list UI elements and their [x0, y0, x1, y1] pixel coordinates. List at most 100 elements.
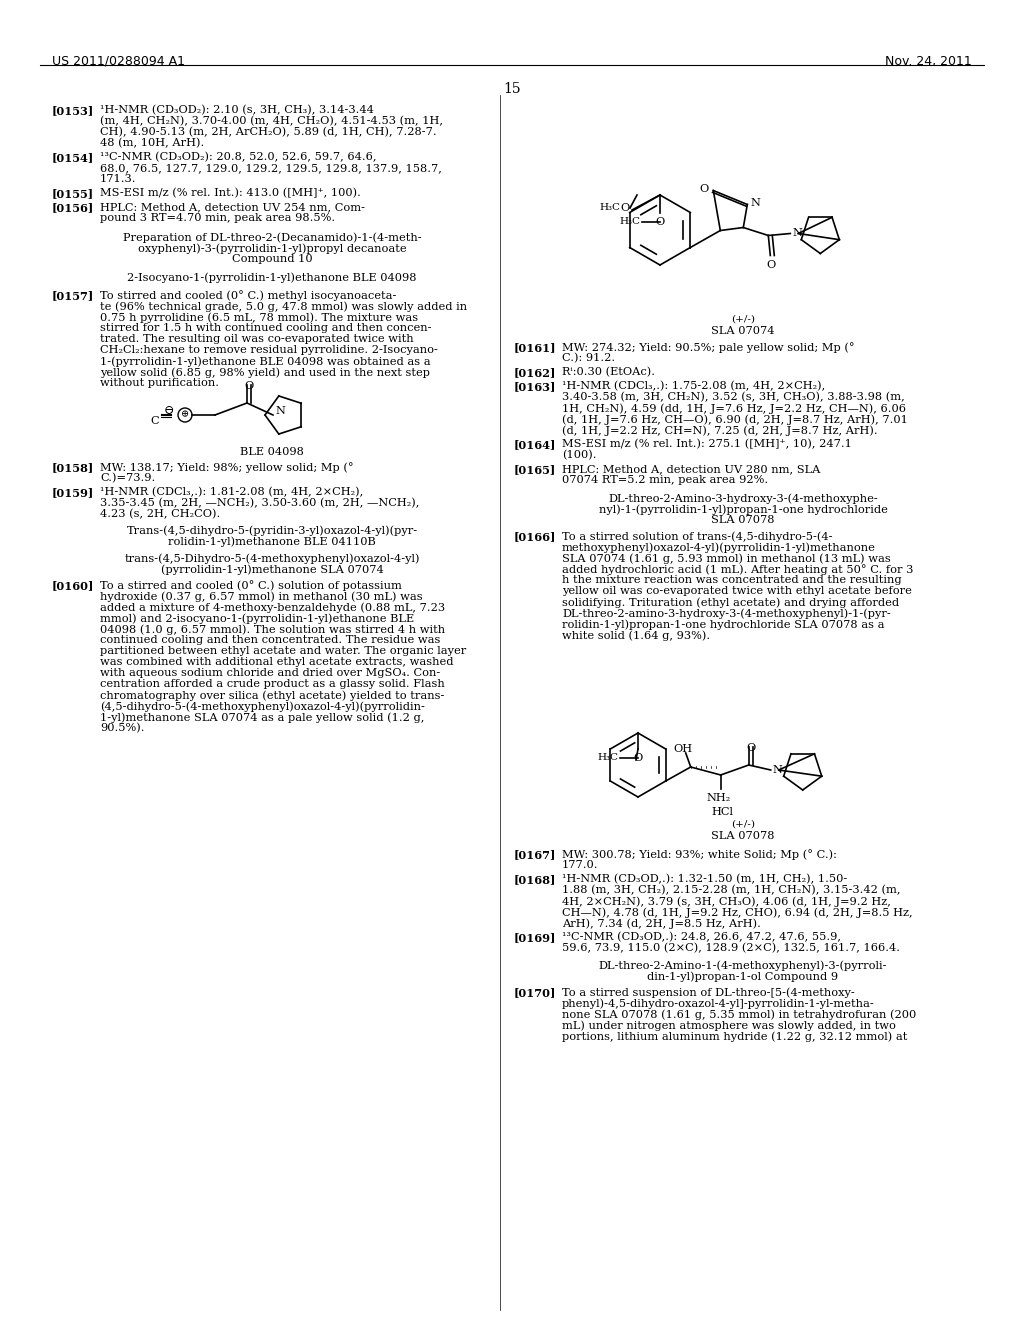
Text: trans-(4,5-Dihydro-5-(4-methoxyphenyl)oxazol-4-yl): trans-(4,5-Dihydro-5-(4-methoxyphenyl)ox… — [124, 553, 420, 564]
Text: 15: 15 — [503, 82, 521, 96]
Text: CH₂Cl₂:hexane to remove residual pyrrolidine. 2-Isocyano-: CH₂Cl₂:hexane to remove residual pyrroli… — [100, 345, 438, 355]
Text: DL-threo-2-Amino-1-(4-methoxyphenyl)-3-(pyrroli-: DL-threo-2-Amino-1-(4-methoxyphenyl)-3-(… — [599, 960, 887, 970]
Text: DL-threo-2-amino-3-hydroxy-3-(4-methoxyphenyl)-1-(pyr-: DL-threo-2-amino-3-hydroxy-3-(4-methoxyp… — [562, 609, 891, 619]
Text: rolidin-1-yl)propan-1-one hydrochloride SLA 07078 as a: rolidin-1-yl)propan-1-one hydrochloride … — [562, 619, 885, 630]
Text: O: O — [699, 185, 709, 194]
Text: [0163]: [0163] — [514, 381, 556, 392]
Text: Rⁱ:0.30 (EtOAc).: Rⁱ:0.30 (EtOAc). — [562, 367, 655, 378]
Text: (100).: (100). — [562, 450, 597, 461]
Text: H₃C: H₃C — [618, 216, 640, 226]
Text: none SLA 07078 (1.61 g, 5.35 mmol) in tetrahydrofuran (200: none SLA 07078 (1.61 g, 5.35 mmol) in te… — [562, 1008, 916, 1019]
Text: [0164]: [0164] — [514, 440, 556, 450]
Text: 171.3.: 171.3. — [100, 174, 136, 183]
Text: ¹H-NMR (CDCl₃,.): 1.75-2.08 (m, 4H, 2×CH₂),: ¹H-NMR (CDCl₃,.): 1.75-2.08 (m, 4H, 2×CH… — [562, 381, 825, 391]
Text: 68.0, 76.5, 127.7, 129.0, 129.2, 129.5, 129.8, 137.9, 158.7,: 68.0, 76.5, 127.7, 129.0, 129.2, 129.5, … — [100, 162, 442, 173]
Text: 1-yl)methanone SLA 07074 as a pale yellow solid (1.2 g,: 1-yl)methanone SLA 07074 as a pale yello… — [100, 711, 424, 722]
Text: ⊖: ⊖ — [164, 404, 174, 417]
Text: US 2011/0288094 A1: US 2011/0288094 A1 — [52, 55, 185, 69]
Text: 07074 RT=5.2 min, peak area 92%.: 07074 RT=5.2 min, peak area 92%. — [562, 475, 768, 484]
Text: continued cooling and then concentrated. The residue was: continued cooling and then concentrated.… — [100, 635, 440, 645]
Text: To stirred and cooled (0° C.) methyl isocyanoaceta-: To stirred and cooled (0° C.) methyl iso… — [100, 290, 396, 301]
Text: To a stirred solution of trans-(4,5-dihydro-5-(4-: To a stirred solution of trans-(4,5-dihy… — [562, 531, 833, 541]
Text: 48 (m, 10H, ArH).: 48 (m, 10H, ArH). — [100, 139, 204, 148]
Text: 04098 (1.0 g, 6.57 mmol). The solution was stirred 4 h with: 04098 (1.0 g, 6.57 mmol). The solution w… — [100, 624, 445, 635]
Text: yellow oil was co-evaporated twice with ethyl acetate before: yellow oil was co-evaporated twice with … — [562, 586, 912, 597]
Text: ArH), 7.34 (d, 2H, J=8.5 Hz, ArH).: ArH), 7.34 (d, 2H, J=8.5 Hz, ArH). — [562, 917, 761, 928]
Text: C.)=73.9.: C.)=73.9. — [100, 473, 156, 483]
Text: (d, 1H, J=2.2 Hz, CH=N), 7.25 (d, 2H, J=8.7 Hz, ArH).: (d, 1H, J=2.2 Hz, CH=N), 7.25 (d, 2H, J=… — [562, 425, 878, 436]
Text: [0157]: [0157] — [52, 290, 94, 301]
Text: rolidin-1-yl)methanone BLE 04110B: rolidin-1-yl)methanone BLE 04110B — [168, 536, 376, 546]
Text: OH: OH — [673, 744, 692, 754]
Text: [0170]: [0170] — [514, 987, 556, 998]
Text: To a stirred suspension of DL-threo-[5-(4-methoxy-: To a stirred suspension of DL-threo-[5-(… — [562, 987, 855, 998]
Text: O: O — [655, 216, 665, 227]
Text: stirred for 1.5 h with continued cooling and then concen-: stirred for 1.5 h with continued cooling… — [100, 323, 431, 333]
Text: [0158]: [0158] — [52, 462, 94, 473]
Text: methoxyphenyl)oxazol-4-yl)(pyrrolidin-1-yl)methanone: methoxyphenyl)oxazol-4-yl)(pyrrolidin-1-… — [562, 543, 876, 553]
Text: without purification.: without purification. — [100, 378, 219, 388]
Text: O: O — [245, 381, 254, 391]
Text: solidifying. Trituration (ethyl acetate) and drying afforded: solidifying. Trituration (ethyl acetate)… — [562, 597, 899, 607]
Text: din-1-yl)propan-1-ol Compound 9: din-1-yl)propan-1-ol Compound 9 — [647, 972, 839, 982]
Text: pound 3 RT=4.70 min, peak area 98.5%.: pound 3 RT=4.70 min, peak area 98.5%. — [100, 213, 335, 223]
Text: Trans-(4,5-dihydro-5-(pyridin-3-yl)oxazol-4-yl)(pyr-: Trans-(4,5-dihydro-5-(pyridin-3-yl)oxazo… — [126, 525, 418, 536]
Text: 3.35-3.45 (m, 2H, —NCH₂), 3.50-3.60 (m, 2H, —NCH₂),: 3.35-3.45 (m, 2H, —NCH₂), 3.50-3.60 (m, … — [100, 498, 420, 508]
Text: O: O — [634, 752, 643, 763]
Text: C: C — [151, 416, 160, 426]
Text: [0154]: [0154] — [52, 152, 94, 162]
Text: 90.5%).: 90.5%). — [100, 723, 144, 734]
Text: C.): 91.2.: C.): 91.2. — [562, 352, 615, 363]
Text: (d, 1H, J=7.6 Hz, CH—O), 6.90 (d, 2H, J=8.7 Hz, ArH), 7.01: (d, 1H, J=7.6 Hz, CH—O), 6.90 (d, 2H, J=… — [562, 414, 908, 425]
Text: O: O — [767, 260, 776, 269]
Text: te (96% technical grade, 5.0 g, 47.8 mmol) was slowly added in: te (96% technical grade, 5.0 g, 47.8 mmo… — [100, 301, 467, 312]
Text: ¹H-NMR (CD₃OD,.): 1.32-1.50 (m, 1H, CH₂), 1.50-: ¹H-NMR (CD₃OD,.): 1.32-1.50 (m, 1H, CH₂)… — [562, 874, 847, 884]
Text: HPLC: Method A, detection UV 280 nm, SLA: HPLC: Method A, detection UV 280 nm, SLA — [562, 465, 820, 474]
Text: ¹H-NMR (CD₃OD₂): 2.10 (s, 3H, CH₃), 3.14-3.44: ¹H-NMR (CD₃OD₂): 2.10 (s, 3H, CH₃), 3.14… — [100, 106, 374, 115]
Text: nyl)-1-(pyrrolidin-1-yl)propan-1-one hydrochloride: nyl)-1-(pyrrolidin-1-yl)propan-1-one hyd… — [599, 504, 888, 515]
Text: was combined with additional ethyl acetate extracts, washed: was combined with additional ethyl aceta… — [100, 657, 454, 667]
Text: O: O — [621, 203, 630, 213]
Text: HCl: HCl — [712, 807, 734, 817]
Text: [0153]: [0153] — [52, 106, 94, 116]
Text: trated. The resulting oil was co-evaporated twice with: trated. The resulting oil was co-evapora… — [100, 334, 414, 345]
Text: (m, 4H, CH₂N), 3.70-4.00 (m, 4H, CH₂O), 4.51-4.53 (m, 1H,: (m, 4H, CH₂N), 3.70-4.00 (m, 4H, CH₂O), … — [100, 116, 443, 127]
Text: 1H, CH₂N), 4.59 (dd, 1H, J=7.6 Hz, J=2.2 Hz, CH—N), 6.06: 1H, CH₂N), 4.59 (dd, 1H, J=7.6 Hz, J=2.2… — [562, 403, 906, 413]
Text: hydroxide (0.37 g, 6.57 mmol) in methanol (30 mL) was: hydroxide (0.37 g, 6.57 mmol) in methano… — [100, 591, 423, 602]
Text: phenyl)-4,5-dihydro-oxazol-4-yl]-pyrrolidin-1-yl-metha-: phenyl)-4,5-dihydro-oxazol-4-yl]-pyrroli… — [562, 998, 874, 1008]
Text: added hydrochloric acid (1 mL). After heating at 50° C. for 3: added hydrochloric acid (1 mL). After he… — [562, 564, 913, 576]
Text: [0167]: [0167] — [514, 849, 556, 861]
Text: (4,5-dihydro-5-(4-methoxyphenyl)oxazol-4-yl)(pyrrolidin-: (4,5-dihydro-5-(4-methoxyphenyl)oxazol-4… — [100, 701, 425, 711]
Text: 1.88 (m, 3H, CH₂), 2.15-2.28 (m, 1H, CH₂N), 3.15-3.42 (m,: 1.88 (m, 3H, CH₂), 2.15-2.28 (m, 1H, CH₂… — [562, 884, 900, 895]
Text: chromatography over silica (ethyl acetate) yielded to trans-: chromatography over silica (ethyl acetat… — [100, 690, 444, 701]
Text: MW: 274.32; Yield: 90.5%; pale yellow solid; Mp (°: MW: 274.32; Yield: 90.5%; pale yellow so… — [562, 342, 855, 352]
Text: [0155]: [0155] — [52, 187, 94, 199]
Text: N: N — [773, 766, 782, 775]
Text: 2-Isocyano-1-(pyrrolidin-1-yl)ethanone BLE 04098: 2-Isocyano-1-(pyrrolidin-1-yl)ethanone B… — [127, 272, 417, 282]
Text: To a stirred and cooled (0° C.) solution of potassium: To a stirred and cooled (0° C.) solution… — [100, 579, 401, 591]
Text: mL) under nitrogen atmosphere was slowly added, in two: mL) under nitrogen atmosphere was slowly… — [562, 1020, 896, 1031]
Text: Compound 10: Compound 10 — [231, 253, 312, 264]
Text: portions, lithium aluminum hydride (1.22 g, 32.12 mmol) at: portions, lithium aluminum hydride (1.22… — [562, 1031, 907, 1041]
Text: [0159]: [0159] — [52, 487, 94, 498]
Text: MW: 138.17; Yield: 98%; yellow solid; Mp (°: MW: 138.17; Yield: 98%; yellow solid; Mp… — [100, 462, 353, 473]
Text: O: O — [746, 743, 756, 752]
Text: BLE 04098: BLE 04098 — [240, 447, 304, 457]
Text: [0162]: [0162] — [514, 367, 556, 378]
Text: H₃C: H₃C — [599, 203, 620, 213]
Text: yellow solid (6.85 g, 98% yield) and used in the next step: yellow solid (6.85 g, 98% yield) and use… — [100, 367, 430, 378]
Text: [0169]: [0169] — [514, 932, 556, 942]
Text: N: N — [751, 198, 760, 207]
Text: 59.6, 73.9, 115.0 (2×C), 128.9 (2×C), 132.5, 161.7, 166.4.: 59.6, 73.9, 115.0 (2×C), 128.9 (2×C), 13… — [562, 942, 900, 953]
Text: (+/-): (+/-) — [731, 820, 755, 829]
Text: Preparation of DL-threo-2-(Decanamido)-1-(4-meth-: Preparation of DL-threo-2-(Decanamido)-1… — [123, 232, 421, 243]
Text: ¹³C-NMR (CD₃OD,.): 24.8, 26.6, 47.2, 47.6, 55.9,: ¹³C-NMR (CD₃OD,.): 24.8, 26.6, 47.2, 47.… — [562, 932, 841, 942]
Text: white solid (1.64 g, 93%).: white solid (1.64 g, 93%). — [562, 630, 710, 640]
Text: CH—N), 4.78 (d, 1H, J=9.2 Hz, CHO), 6.94 (d, 2H, J=8.5 Hz,: CH—N), 4.78 (d, 1H, J=9.2 Hz, CHO), 6.94… — [562, 907, 912, 917]
Text: 0.75 h pyrrolidine (6.5 mL, 78 mmol). The mixture was: 0.75 h pyrrolidine (6.5 mL, 78 mmol). Th… — [100, 312, 418, 322]
Text: added a mixture of 4-methoxy-benzaldehyde (0.88 mL, 7.23: added a mixture of 4-methoxy-benzaldehyd… — [100, 602, 445, 612]
Text: ¹H-NMR (CDCl₃,.): 1.81-2.08 (m, 4H, 2×CH₂),: ¹H-NMR (CDCl₃,.): 1.81-2.08 (m, 4H, 2×CH… — [100, 487, 364, 498]
Text: HPLC: Method A, detection UV 254 nm, Com-: HPLC: Method A, detection UV 254 nm, Com… — [100, 202, 365, 213]
Text: N: N — [793, 228, 802, 239]
Text: [0168]: [0168] — [514, 874, 556, 884]
